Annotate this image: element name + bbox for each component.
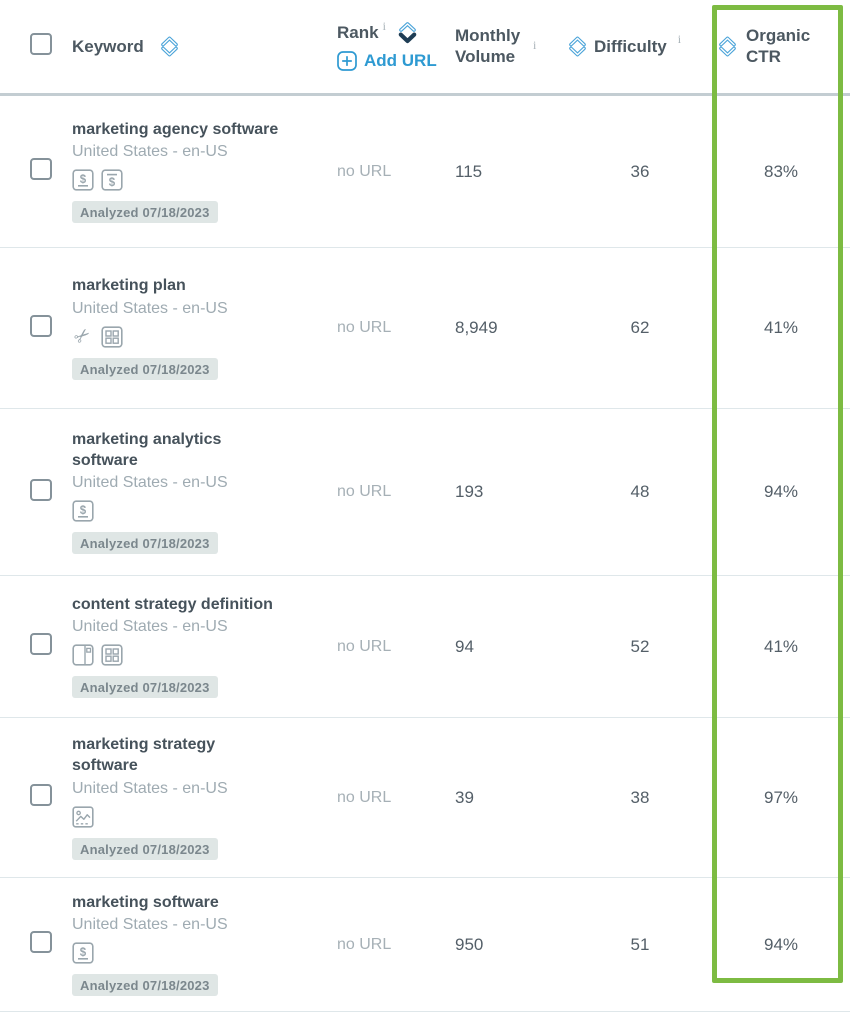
keyword-text[interactable]: marketing agency software xyxy=(72,120,279,138)
keyword-text[interactable]: marketing strategy software xyxy=(72,736,216,774)
keyword-text[interactable]: marketing software xyxy=(72,893,219,911)
rank-column-label: Rank xyxy=(337,23,379,42)
keyword-location: United States - en-US xyxy=(72,143,228,161)
dollar-underline-icon: $ xyxy=(72,942,94,964)
rank-value: no URL xyxy=(337,935,392,953)
add-url-button[interactable]: Add URL xyxy=(337,51,455,71)
row-checkbox[interactable] xyxy=(30,314,52,337)
column-header-rank: Rank i Add URL xyxy=(330,18,455,71)
organic-ctr-value: 41% xyxy=(763,636,799,656)
row-checkbox[interactable] xyxy=(30,784,52,806)
organic-ctr-value: 94% xyxy=(763,934,799,954)
organic-ctr-value: 94% xyxy=(763,482,799,501)
intent-icons xyxy=(72,643,330,667)
monthly-volume-value: 115 xyxy=(455,161,483,181)
grid-icon xyxy=(101,644,123,666)
svg-text:$: $ xyxy=(80,505,87,517)
analyzed-badge: Analyzed 07/18/2023 xyxy=(72,837,218,860)
svg-text:$: $ xyxy=(80,947,87,959)
keyword-location: United States - en-US xyxy=(72,299,228,317)
table-row: marketing agency software United States … xyxy=(0,96,850,248)
dollar-underline-icon: $ xyxy=(72,500,94,522)
sort-icon[interactable] xyxy=(718,36,737,57)
table-header: Keyword Rank i Add URL Mon xyxy=(0,0,850,96)
difficulty-column-label: Difficulty xyxy=(594,36,667,56)
scissors-icon: ✂ xyxy=(69,322,96,351)
intent-icons: $ $ xyxy=(72,168,330,192)
monthly-volume-value: 94 xyxy=(455,636,474,656)
rank-header-row[interactable]: Rank i xyxy=(337,18,455,44)
keyword-text[interactable]: content strategy definition xyxy=(72,595,273,613)
dollar-overline-icon: $ xyxy=(101,169,123,191)
table-row: content strategy definition United State… xyxy=(0,576,850,718)
difficulty-value: 36 xyxy=(630,161,650,181)
column-header-organic-ctr[interactable]: Organic CTR i xyxy=(712,26,850,67)
difficulty-value: 52 xyxy=(630,636,650,656)
chart-line-icon xyxy=(72,806,94,828)
monthly-volume-value: 39 xyxy=(455,787,474,807)
organic-ctr-value: 41% xyxy=(763,318,799,337)
row-checkbox[interactable] xyxy=(30,478,52,501)
intent-icons xyxy=(72,805,330,829)
sort-icon[interactable] xyxy=(568,36,587,57)
select-all-checkbox[interactable] xyxy=(30,33,52,55)
rank-value: no URL xyxy=(337,319,392,336)
keyword-location: United States - en-US xyxy=(72,474,228,492)
analyzed-badge: Analyzed 07/18/2023 xyxy=(72,357,218,380)
intent-icons: ✂ xyxy=(69,322,330,351)
info-icon[interactable]: i xyxy=(838,37,842,52)
sort-icon[interactable] xyxy=(160,36,179,57)
organic-ctr-value: 97% xyxy=(763,787,799,807)
row-checkbox[interactable] xyxy=(30,931,52,953)
rank-value: no URL xyxy=(337,788,392,806)
row-checkbox[interactable] xyxy=(30,158,52,180)
analyzed-badge: Analyzed 07/18/2023 xyxy=(72,201,218,224)
sort-icon-active-desc[interactable] xyxy=(398,22,417,44)
keyword-text[interactable]: marketing analytics software xyxy=(72,430,222,469)
intent-icons: $ xyxy=(72,499,330,523)
table-row: marketing software United States - en-US… xyxy=(0,878,850,1012)
rank-value: no URL xyxy=(337,162,392,180)
rank-value: no URL xyxy=(337,637,392,655)
monthly-volume-value: 193 xyxy=(455,482,484,501)
column-header-monthly-volume[interactable]: Monthly Volume i xyxy=(455,26,568,67)
keyword-table-body: marketing agency software United States … xyxy=(0,96,850,1012)
layout-icon xyxy=(72,644,94,666)
column-header-difficulty[interactable]: Difficulty i xyxy=(568,32,712,57)
intent-icons: $ xyxy=(72,941,330,965)
svg-text:$: $ xyxy=(109,177,116,189)
monthly-volume-value: 8,949 xyxy=(455,318,498,337)
difficulty-value: 38 xyxy=(630,787,650,807)
analyzed-badge: Analyzed 07/18/2023 xyxy=(72,676,218,699)
monthly-volume-column-label: Monthly Volume xyxy=(455,26,521,66)
keyword-location: United States - en-US xyxy=(72,618,228,636)
keyword-text[interactable]: marketing plan xyxy=(72,277,186,295)
dollar-underline-icon: $ xyxy=(72,169,94,191)
table-row: marketing analytics software United Stat… xyxy=(0,409,850,576)
grid-icon xyxy=(101,326,123,348)
add-url-label: Add URL xyxy=(364,51,437,70)
difficulty-value: 62 xyxy=(630,318,650,337)
organic-ctr-column-label: Organic CTR xyxy=(746,26,811,66)
info-icon[interactable]: i xyxy=(382,18,386,33)
table-row: marketing plan United States - en-US ✂ A… xyxy=(0,248,850,409)
table-row: marketing strategy software United State… xyxy=(0,718,850,878)
analyzed-badge: Analyzed 07/18/2023 xyxy=(72,532,218,555)
keyword-column-label: Keyword xyxy=(72,36,144,56)
info-icon[interactable]: i xyxy=(533,38,537,53)
difficulty-value: 48 xyxy=(630,482,650,501)
keyword-location: United States - en-US xyxy=(72,916,228,934)
difficulty-value: 51 xyxy=(630,934,650,954)
row-checkbox[interactable] xyxy=(30,633,52,655)
organic-ctr-value: 83% xyxy=(763,161,799,181)
rank-value: no URL xyxy=(337,483,392,500)
plus-icon xyxy=(337,51,357,71)
column-header-keyword[interactable]: Keyword xyxy=(64,36,330,57)
monthly-volume-value: 950 xyxy=(455,934,484,954)
svg-text:$: $ xyxy=(80,174,87,186)
info-icon[interactable]: i xyxy=(677,32,682,46)
keyword-location: United States - en-US xyxy=(72,779,228,797)
analyzed-badge: Analyzed 07/18/2023 xyxy=(72,974,218,997)
